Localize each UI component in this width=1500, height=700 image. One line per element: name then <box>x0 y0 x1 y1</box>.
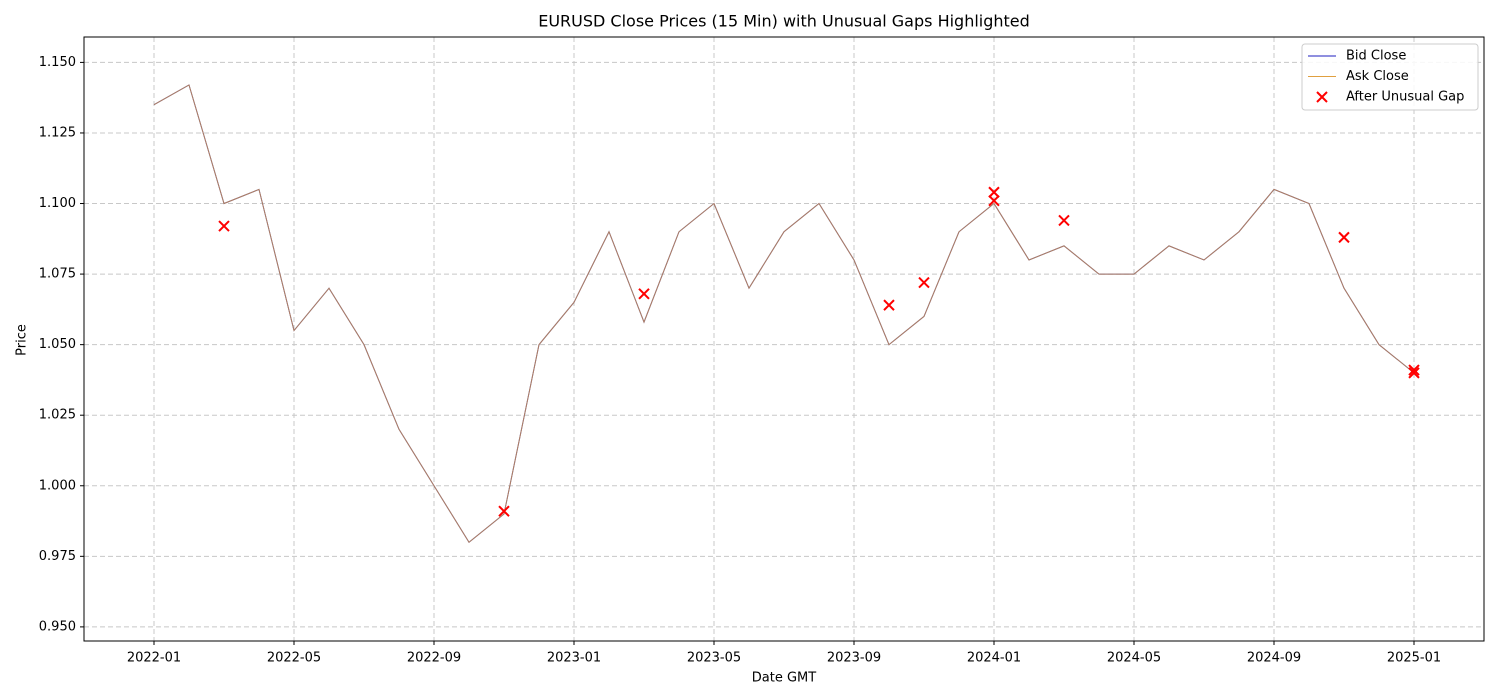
chart-title: EURUSD Close Prices (15 Min) with Unusua… <box>538 12 1030 31</box>
x-tick-label: 2022-05 <box>267 651 321 666</box>
x-tick-label: 2023-09 <box>827 651 881 666</box>
series-line <box>153 84 1415 543</box>
marker <box>498 505 510 517</box>
y-tick-label: 1.150 <box>39 55 76 70</box>
marker <box>1408 367 1420 379</box>
marker <box>883 299 895 311</box>
y-tick-label: 1.050 <box>39 337 76 352</box>
x-tick-label: 2023-01 <box>547 651 601 666</box>
y-tick-label: 0.975 <box>39 549 76 564</box>
legend-box <box>1301 43 1479 111</box>
x-axis-label: Date GMT <box>752 671 816 686</box>
y-tick-label: 1.000 <box>39 478 76 493</box>
y-tick-label: 1.125 <box>39 125 76 140</box>
marker <box>1058 214 1070 227</box>
y-tick-label: 1.025 <box>39 408 76 423</box>
legend-label: After Unusual Gap <box>1346 90 1464 105</box>
legend: Bid Close Ask Close After Unusual Gap <box>1301 43 1479 111</box>
x-tick-label: 2025-01 <box>1387 651 1441 666</box>
legend-label: Bid Close <box>1346 49 1406 64</box>
x-tick-label: 2022-09 <box>407 651 461 666</box>
x-tick-label: 2022-01 <box>127 651 181 666</box>
y-axis-label: Price <box>15 324 30 356</box>
legend-label: Ask Close <box>1346 69 1409 84</box>
x-tick-label: 2024-05 <box>1107 651 1161 666</box>
x-tick-label: 2023-05 <box>687 651 741 666</box>
marker <box>918 276 930 289</box>
x-tick-label: 2024-01 <box>967 651 1021 666</box>
marker <box>988 186 1000 198</box>
plot-frame <box>83 36 1485 642</box>
marker <box>218 220 230 232</box>
y-tick-label: 0.950 <box>39 619 76 634</box>
marker <box>988 194 1000 207</box>
x-tick-label: 2024-09 <box>1247 651 1301 666</box>
y-tick-label: 1.075 <box>39 267 76 282</box>
marker <box>638 288 650 300</box>
y-tick-label: 1.100 <box>39 196 76 211</box>
legend-swatch <box>1316 91 1328 103</box>
marker <box>1408 364 1420 376</box>
series-line <box>153 84 1415 543</box>
marker <box>1338 231 1350 244</box>
